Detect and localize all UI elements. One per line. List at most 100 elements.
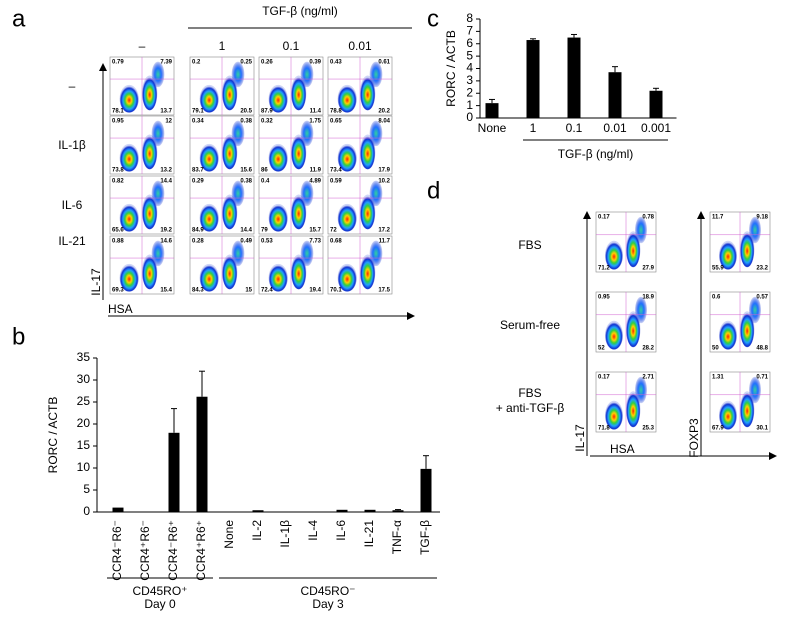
quadrant-percent: 71.2 [598, 266, 610, 272]
quadrant-percent: 0.39 [309, 60, 321, 66]
column-label: 0.1 [283, 39, 300, 53]
quadrant-percent: 0.95 [112, 119, 124, 125]
density-blob [749, 296, 761, 324]
density-blob [337, 263, 357, 292]
density-blob [151, 240, 165, 267]
row-label: IL-6 [62, 198, 83, 212]
quadrant-percent: 13.2 [160, 168, 172, 174]
density-blob [231, 240, 245, 267]
column-label: 0.01 [348, 39, 372, 53]
y-tick-label: 1 [466, 98, 473, 112]
density-blob [605, 400, 623, 430]
quadrant-percent: 0.38 [240, 179, 252, 185]
density-blob [142, 75, 158, 111]
panel-letter: d [427, 177, 440, 204]
x-axis-label: TGF-β (ng/ml) [558, 147, 634, 161]
density-blob [231, 180, 245, 207]
quadrant-percent: 15.4 [160, 288, 172, 294]
quadrant-percent: 0.25 [240, 60, 252, 66]
quadrant-percent: 0.17 [598, 375, 610, 381]
quadrant-percent: 27.9 [642, 266, 654, 272]
quadrant-percent: 0.59 [330, 179, 342, 185]
density-blob [142, 134, 158, 170]
quadrant-percent: 83.7 [192, 168, 204, 174]
quadrant-percent: 0.34 [192, 119, 204, 125]
density-blob [291, 194, 307, 230]
quadrant-percent: 30.1 [756, 426, 768, 432]
quadrant-percent: 0.17 [598, 215, 610, 221]
x-tick-label: None [478, 121, 507, 135]
row-label: – [69, 79, 76, 93]
quadrant-percent: 15.7 [309, 228, 321, 234]
group-label: CD45RO⁺ [132, 584, 187, 598]
quadrant-percent: 0.43 [330, 60, 342, 66]
quadrant-percent: 73.8 [112, 168, 124, 174]
y-tick-label: 30 [77, 372, 91, 386]
quadrant-percent: 84.9 [192, 228, 204, 234]
quadrant-percent: 78.1 [112, 109, 124, 115]
quadrant-percent: 9.18 [756, 215, 768, 221]
x-tick-label: 1 [530, 121, 537, 135]
quadrant-percent: 0.88 [112, 239, 124, 245]
density-blob [635, 296, 647, 324]
quadrant-percent: 0.26 [261, 60, 273, 66]
density-blob [369, 240, 383, 267]
density-blob [369, 180, 383, 207]
quadrant-percent: 13.7 [160, 109, 172, 115]
quadrant-percent: 11.7 [379, 239, 391, 245]
density-blob [719, 320, 737, 350]
y-tick-label: 0 [466, 110, 473, 124]
bar [392, 510, 404, 512]
quadrant-percent: 0.29 [192, 179, 204, 185]
x-tick-label: CCR4⁺R6⁻ [138, 520, 152, 581]
y-tick-label: 5 [83, 482, 90, 496]
y-tick-label: 0 [83, 504, 90, 518]
quadrant-percent: 0.4 [261, 179, 270, 185]
y-tick-label: 10 [77, 460, 91, 474]
quadrant-percent: 73.4 [330, 168, 342, 174]
x-tick-label: TNF-α [390, 520, 404, 554]
quadrant-percent: 0.78 [642, 215, 654, 221]
density-blob [626, 311, 641, 348]
bar [364, 509, 376, 512]
quadrant-percent: 71.8 [598, 426, 610, 432]
density-blob [151, 120, 165, 147]
quadrant-percent: 72.4 [261, 288, 273, 294]
bar [526, 40, 540, 118]
bar [252, 510, 264, 512]
density-blob [119, 84, 139, 113]
treatment-header: TGF-β (ng/ml) [262, 4, 338, 18]
group-label: Day 3 [312, 597, 344, 611]
density-blob [369, 61, 383, 88]
y-tick-label: 4 [466, 61, 473, 75]
panel-letter: c [427, 5, 439, 32]
density-blob [222, 194, 238, 230]
x-tick-label: IL-6 [334, 520, 348, 541]
density-blob [300, 180, 314, 207]
x-tick-label: CCR4⁻R6⁺ [166, 520, 180, 581]
density-blob [337, 203, 357, 232]
y-tick-label: 25 [77, 394, 91, 408]
quadrant-percent: 11.7 [712, 215, 724, 221]
density-blob [231, 120, 245, 147]
quadrant-percent: 0.28 [192, 239, 204, 245]
density-blob [740, 311, 755, 348]
quadrant-percent: 7.73 [309, 239, 321, 245]
row-label: IL-1β [58, 138, 86, 152]
density-blob [300, 61, 314, 88]
x-tick-label: IL-1β [278, 520, 292, 548]
quadrant-percent: 0.71 [756, 375, 768, 381]
density-blob [268, 203, 288, 232]
quadrant-percent: 8.04 [378, 119, 390, 125]
quadrant-percent: 1.31 [712, 375, 724, 381]
quadrant-percent: 12 [165, 119, 172, 125]
quadrant-percent: 50 [712, 346, 719, 352]
density-blob [119, 143, 139, 172]
density-blob [151, 180, 165, 207]
quadrant-percent: 79.1 [192, 109, 204, 115]
density-blob [291, 75, 307, 111]
quadrant-percent: 17.2 [378, 228, 390, 234]
quadrant-percent: 25.3 [642, 426, 654, 432]
density-blob [626, 231, 641, 268]
